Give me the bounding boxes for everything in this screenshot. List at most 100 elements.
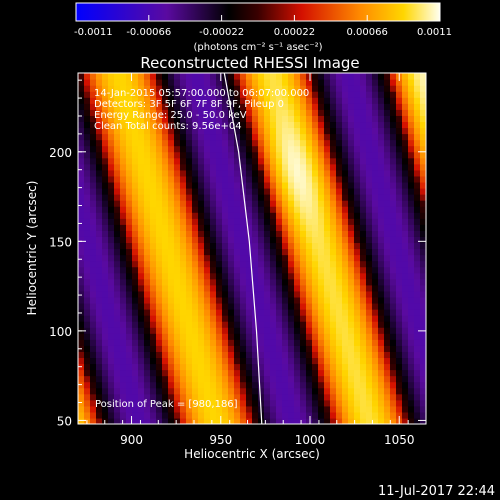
heatmap-cell [324, 309, 331, 316]
heatmap-cell [240, 333, 247, 340]
heatmap-cell [210, 139, 217, 147]
heatmap-cell [366, 187, 373, 195]
heatmap-cell [78, 194, 85, 201]
heatmap-cell [198, 230, 205, 237]
heatmap-cell [378, 91, 385, 98]
heatmap-cell [294, 206, 301, 213]
heatmap-cell [270, 387, 277, 395]
heatmap-cell [258, 230, 265, 237]
heatmap-cell [78, 309, 85, 316]
heatmap-cell [408, 121, 415, 129]
heatmap-cell [186, 103, 193, 110]
heatmap-cell [222, 260, 229, 268]
heatmap-cell [114, 290, 121, 298]
heatmap-cell [114, 351, 121, 359]
heatmap-cell [114, 139, 121, 147]
heatmap-cell [342, 73, 349, 80]
heatmap-cell [348, 163, 355, 171]
heatmap-cell [324, 85, 331, 92]
heatmap-cell [384, 145, 391, 153]
heatmap-cell [246, 296, 253, 304]
heatmap-cell [270, 357, 277, 365]
heatmap-cell [246, 206, 253, 213]
heatmap-cell [186, 327, 193, 334]
heatmap-cell [96, 393, 103, 401]
heatmap-cell [240, 375, 247, 383]
heatmap-cell [258, 163, 265, 171]
heatmap-cell [318, 139, 325, 147]
heatmap-cell [390, 103, 397, 110]
heatmap-cell [216, 73, 223, 80]
heatmap-cell [360, 115, 367, 123]
heatmap-cell [360, 236, 367, 244]
heatmap-cell [228, 321, 235, 328]
heatmap-cell [318, 181, 325, 189]
heatmap-cell [396, 145, 403, 153]
heatmap-cell [150, 145, 157, 153]
heatmap-cell [312, 351, 319, 359]
heatmap-cell [228, 411, 235, 419]
heatmap-cell [336, 85, 343, 92]
heatmap-cell [108, 284, 115, 292]
heatmap-cell [288, 248, 295, 256]
heatmap-cell [414, 375, 421, 383]
heatmap-cell [402, 224, 409, 231]
heatmap-cell [252, 85, 259, 92]
heatmap-cell [174, 109, 181, 116]
heatmap-cell [264, 363, 271, 371]
heatmap-cell [336, 200, 343, 207]
heatmap-cell [246, 169, 253, 177]
heatmap-cell [162, 169, 169, 177]
heatmap-cell [336, 266, 343, 274]
heatmap-cell [384, 411, 391, 419]
heatmap-cell [408, 181, 415, 189]
heatmap-cell [396, 121, 403, 129]
heatmap-cell [102, 133, 109, 141]
heatmap-cell [132, 302, 139, 310]
heatmap-cell [96, 157, 103, 165]
heatmap-cell [318, 169, 325, 177]
heatmap-cell [312, 79, 319, 86]
heatmap-cell [270, 248, 277, 256]
heatmap-cell [138, 169, 145, 177]
heatmap-cell [408, 169, 415, 177]
heatmap-cell [396, 254, 403, 262]
heatmap-cell [258, 345, 265, 352]
heatmap-cell [126, 85, 133, 92]
heatmap-cell [414, 321, 421, 328]
heatmap-cell [252, 266, 259, 274]
heatmap-cell [222, 145, 229, 153]
heatmap-cell [198, 315, 205, 322]
heatmap-cell [348, 139, 355, 147]
heatmap-cell [396, 103, 403, 110]
heatmap-cell [132, 363, 139, 371]
heatmap-cell [150, 387, 157, 395]
heatmap-cell [354, 327, 361, 334]
heatmap-cell [378, 302, 385, 310]
heatmap-cell [348, 181, 355, 189]
heatmap-cell [258, 399, 265, 407]
heatmap-cell [186, 224, 193, 231]
heatmap-cell [378, 357, 385, 365]
heatmap-cell [306, 357, 313, 365]
heatmap-cell [168, 242, 175, 250]
heatmap-cell [330, 248, 337, 256]
heatmap-cell [192, 133, 199, 141]
heatmap-cell [240, 127, 247, 135]
heatmap-cell [246, 254, 253, 262]
heatmap-cell [210, 163, 217, 171]
heatmap-cell [276, 351, 283, 359]
heatmap-cell [282, 163, 289, 171]
heatmap-cell [372, 266, 379, 274]
heatmap-cell [264, 284, 271, 292]
heatmap-cell [294, 194, 301, 201]
heatmap-cell [96, 218, 103, 225]
heatmap-cell [150, 103, 157, 110]
heatmap-cell [204, 327, 211, 334]
heatmap-cell [408, 357, 415, 365]
heatmap-cell [276, 278, 283, 286]
heatmap-cell [156, 284, 163, 292]
heatmap-cell [330, 151, 337, 159]
heatmap-cell [348, 339, 355, 346]
heatmap-cell [204, 91, 211, 98]
